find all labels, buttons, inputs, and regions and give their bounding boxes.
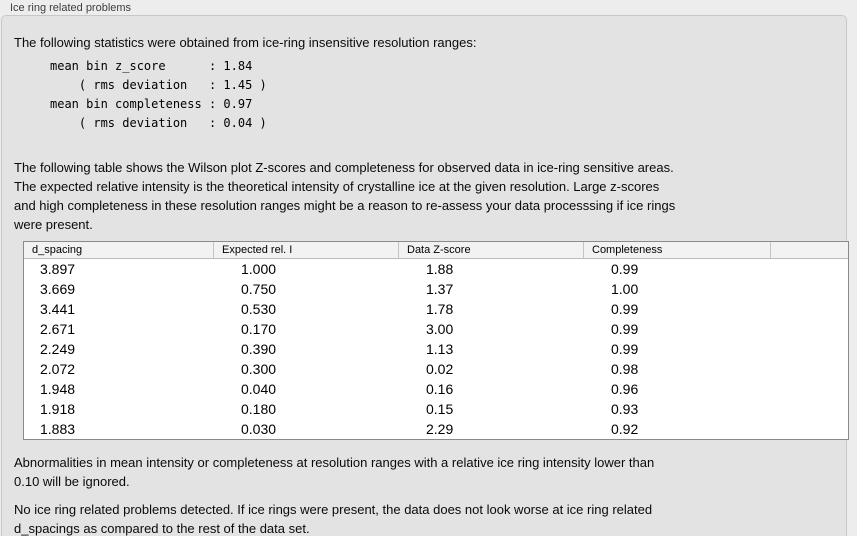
table-row[interactable]: 3.669 0.750 1.37 1.00 (24, 279, 848, 299)
table-cell: 1.37 (426, 281, 454, 297)
summary-statistics-block: mean bin z_score : 1.84 ( rms deviation … (14, 57, 834, 133)
table-cell: 0.170 (241, 321, 277, 337)
column-header[interactable]: Expected rel. I (214, 242, 399, 258)
table-cell: 0.92 (611, 421, 639, 437)
table-cell: 0.040 (241, 381, 277, 397)
table-cell: 1.78 (426, 301, 454, 317)
column-header[interactable]: Completeness (584, 242, 771, 258)
column-header[interactable]: d_spacing (24, 242, 214, 258)
column-header[interactable] (771, 242, 848, 258)
text-line: d_spacings as compared to the rest of th… (14, 521, 310, 536)
table-header-row: d_spacing Expected rel. I Data Z-score Comp… (24, 242, 848, 259)
text-line: The following table shows the Wilson plo… (14, 160, 674, 175)
table-cell: 1.000 (241, 261, 277, 277)
text-line: mean bin completeness : 0.97 (50, 97, 253, 111)
table-cell: 0.99 (611, 301, 639, 317)
table-row[interactable]: 2.072 0.300 0.02 0.98 (24, 359, 848, 379)
table-cell: 0.15 (426, 401, 454, 417)
table-cell: 3.00 (426, 321, 454, 337)
text-line: mean bin z_score : 1.84 (50, 59, 253, 73)
table-row[interactable]: 1.883 0.030 2.29 0.92 (24, 419, 848, 439)
table-cell-empty (771, 379, 848, 399)
table-cell-empty (771, 259, 848, 279)
table-cell: 0.93 (611, 401, 639, 417)
table-cell: 0.030 (241, 421, 277, 437)
text-line: Abnormalities in mean intensity or compl… (14, 455, 655, 470)
text-line: ( rms deviation : 1.45 ) (50, 78, 267, 92)
table-cell: 0.99 (611, 261, 639, 277)
table-cell: 3.897 (40, 261, 76, 277)
table-cell: 1.948 (40, 381, 76, 397)
table-cell: 2.29 (426, 421, 454, 437)
table-row[interactable]: 2.671 0.170 3.00 0.99 (24, 319, 848, 339)
intro-line: The following statistics were obtained f… (14, 35, 477, 50)
table-cell-empty (771, 419, 848, 439)
table-cell: 0.390 (241, 341, 277, 357)
table-cell-empty (771, 299, 848, 319)
table-cell-empty (771, 359, 848, 379)
table-cell: 2.671 (40, 321, 76, 337)
table-cell: 1.13 (426, 341, 454, 357)
table-row[interactable]: 3.897 1.000 1.88 0.99 (24, 259, 848, 279)
table-cell: 3.441 (40, 301, 76, 317)
column-header[interactable]: Data Z-score (399, 242, 584, 258)
text-line: were present. (14, 217, 93, 232)
table-cell: 0.180 (241, 401, 277, 417)
table-cell: 0.16 (426, 381, 454, 397)
table-row[interactable]: 2.249 0.390 1.13 0.99 (24, 339, 848, 359)
text-line: The expected relative intensity is the t… (14, 179, 660, 194)
text-line: No ice ring related problems detected. I… (14, 502, 653, 517)
table-cell: 1.918 (40, 401, 76, 417)
table-cell: 2.249 (40, 341, 76, 357)
table-cell: 1.883 (40, 421, 76, 437)
table-cell-empty (771, 399, 848, 419)
table-cell: 0.98 (611, 361, 639, 377)
table-cell: 0.300 (241, 361, 277, 377)
table-row[interactable]: 1.918 0.180 0.15 0.93 (24, 399, 848, 419)
table-description-text: The following table shows the Wilson plo… (14, 158, 834, 234)
table-row[interactable]: 1.948 0.040 0.16 0.96 (24, 379, 848, 399)
table-body: 3.897 1.000 1.88 0.99 3.669 0.750 1.37 1.00 3.44… (24, 259, 848, 439)
table-cell: 2.072 (40, 361, 76, 377)
table-cell: 0.99 (611, 321, 639, 337)
ignore-threshold-note: Abnormalities in mean intensity or compl… (14, 453, 834, 491)
table-cell: 1.00 (611, 281, 639, 297)
table-cell: 3.669 (40, 281, 76, 297)
table-cell-empty (771, 319, 848, 339)
text-line: and high completeness in these resolutio… (14, 198, 676, 213)
text-line: 0.10 will be ignored. (14, 474, 130, 489)
table-cell: 0.99 (611, 341, 639, 357)
panel-title: Ice ring related problems (10, 2, 132, 14)
intro-text: The following statistics were obtained f… (14, 33, 834, 52)
table-cell-empty (771, 279, 848, 299)
table-cell: 0.02 (426, 361, 454, 377)
table-cell: 1.88 (426, 261, 454, 277)
table-cell: 0.96 (611, 381, 639, 397)
ice-ring-table: d_spacing Expected rel. I Data Z-score Comp… (23, 241, 849, 440)
ice-ring-groupbox: The following statistics were obtained f… (1, 15, 849, 536)
text-line: ( rms deviation : 0.04 ) (50, 116, 267, 130)
table-row[interactable]: 3.441 0.530 1.78 0.99 (24, 299, 848, 319)
table-cell: 0.530 (241, 301, 277, 317)
conclusion-text: No ice ring related problems detected. I… (14, 500, 834, 536)
table-cell: 0.750 (241, 281, 277, 297)
table-cell-empty (771, 339, 848, 359)
